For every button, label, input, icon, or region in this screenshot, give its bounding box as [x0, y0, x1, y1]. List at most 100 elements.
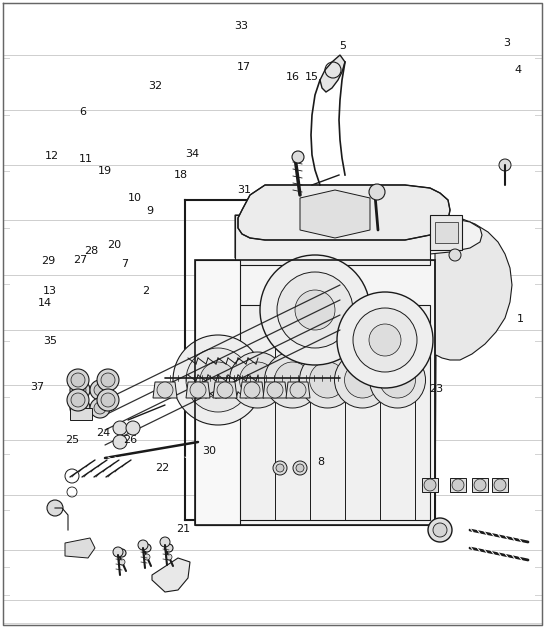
Circle shape: [138, 540, 148, 550]
Text: 9: 9: [146, 206, 154, 216]
Text: 30: 30: [202, 446, 216, 456]
Circle shape: [275, 362, 311, 398]
Polygon shape: [213, 382, 237, 398]
Text: 33: 33: [234, 21, 249, 31]
Circle shape: [424, 479, 436, 491]
Circle shape: [113, 421, 127, 435]
Circle shape: [337, 292, 433, 388]
Circle shape: [499, 159, 511, 171]
Circle shape: [97, 369, 119, 391]
Circle shape: [290, 382, 306, 398]
Polygon shape: [10, 10, 535, 620]
Polygon shape: [320, 55, 345, 92]
Circle shape: [143, 544, 151, 552]
Circle shape: [296, 464, 304, 472]
Circle shape: [260, 255, 370, 365]
Polygon shape: [286, 382, 310, 398]
Circle shape: [144, 554, 150, 560]
Text: 5: 5: [339, 41, 346, 51]
Circle shape: [101, 373, 115, 387]
Text: 14: 14: [38, 298, 52, 308]
Text: 22: 22: [155, 463, 169, 473]
Circle shape: [165, 544, 173, 552]
Text: 18: 18: [174, 170, 188, 180]
Text: 10: 10: [128, 193, 142, 203]
Text: 24: 24: [96, 428, 111, 438]
Circle shape: [369, 184, 385, 200]
Circle shape: [293, 461, 307, 475]
Text: 19: 19: [98, 166, 112, 176]
Circle shape: [494, 479, 506, 491]
Polygon shape: [235, 215, 430, 265]
Circle shape: [101, 393, 115, 407]
Text: 28: 28: [84, 246, 98, 256]
Circle shape: [90, 398, 110, 418]
Circle shape: [267, 382, 283, 398]
Circle shape: [277, 272, 353, 348]
Polygon shape: [435, 215, 512, 525]
Circle shape: [276, 464, 284, 472]
Text: 26: 26: [123, 435, 137, 445]
Polygon shape: [235, 215, 482, 258]
Polygon shape: [240, 382, 264, 398]
Circle shape: [119, 559, 125, 565]
Text: 11: 11: [78, 154, 93, 164]
Circle shape: [300, 352, 355, 408]
Polygon shape: [200, 305, 430, 520]
Circle shape: [126, 421, 140, 435]
Text: 3: 3: [504, 38, 510, 48]
Polygon shape: [492, 478, 508, 492]
Circle shape: [379, 362, 415, 398]
Circle shape: [97, 389, 119, 411]
Circle shape: [113, 435, 127, 449]
Polygon shape: [238, 185, 450, 240]
Polygon shape: [300, 190, 370, 238]
Text: 6: 6: [80, 107, 86, 117]
Circle shape: [71, 393, 85, 407]
Polygon shape: [195, 260, 240, 525]
Circle shape: [433, 523, 447, 537]
Text: 7: 7: [120, 259, 128, 269]
Circle shape: [335, 352, 391, 408]
Text: 29: 29: [41, 256, 55, 266]
Text: 4: 4: [514, 65, 522, 75]
Circle shape: [370, 352, 426, 408]
Text: 35: 35: [43, 336, 57, 346]
Text: 20: 20: [107, 240, 122, 250]
Circle shape: [310, 362, 346, 398]
Text: 12: 12: [45, 151, 59, 161]
Polygon shape: [195, 260, 435, 525]
Circle shape: [70, 398, 90, 418]
Polygon shape: [152, 558, 190, 592]
Circle shape: [239, 362, 276, 398]
Circle shape: [160, 537, 170, 547]
Circle shape: [452, 479, 464, 491]
Text: 1: 1: [517, 314, 524, 324]
Circle shape: [428, 518, 452, 542]
Circle shape: [186, 348, 250, 412]
Polygon shape: [65, 538, 95, 558]
Circle shape: [295, 290, 335, 330]
Circle shape: [244, 382, 260, 398]
Circle shape: [344, 362, 380, 398]
Circle shape: [474, 479, 486, 491]
Circle shape: [157, 382, 173, 398]
Circle shape: [90, 380, 110, 400]
Text: 16: 16: [286, 72, 300, 82]
Circle shape: [74, 384, 86, 396]
Circle shape: [166, 554, 172, 560]
Text: 34: 34: [185, 149, 199, 160]
Text: 13: 13: [43, 286, 57, 296]
Polygon shape: [70, 408, 92, 420]
Text: 37: 37: [30, 382, 44, 392]
Text: 21: 21: [177, 524, 191, 534]
Circle shape: [273, 461, 287, 475]
Polygon shape: [422, 478, 438, 492]
Circle shape: [70, 380, 90, 400]
Polygon shape: [263, 382, 287, 398]
Polygon shape: [435, 222, 458, 243]
Polygon shape: [450, 478, 466, 492]
Circle shape: [264, 352, 320, 408]
Text: 15: 15: [305, 72, 319, 82]
Text: 25: 25: [65, 435, 80, 445]
